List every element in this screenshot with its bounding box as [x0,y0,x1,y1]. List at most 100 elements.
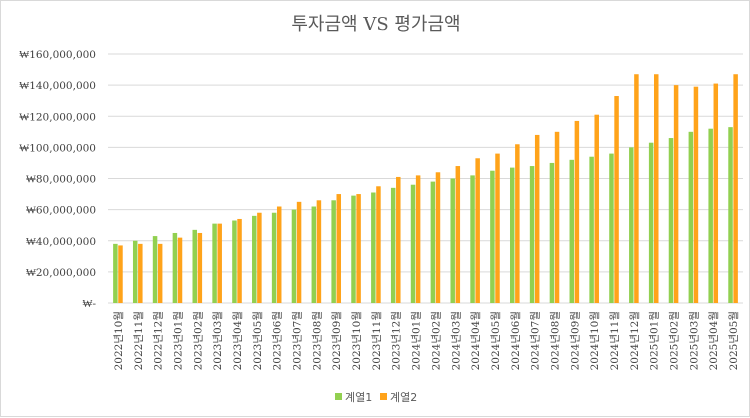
gridlines [108,53,743,304]
bar-series-2 [534,134,540,303]
bar-series-2 [157,243,163,303]
x-tick-label: 2024년02월 [430,311,442,370]
y-tick-label: ₩40,000,000 [26,236,96,248]
legend-swatch-series-1 [335,393,342,400]
bar-series-1 [688,131,694,303]
x-tick-label: 2022년12월 [153,311,165,370]
x-tick-label: 2024년09월 [569,311,581,370]
bar-series-2 [197,232,203,303]
bar-series-2 [594,114,599,303]
bar-series-1 [728,127,733,303]
y-tick-label: ₩20,000,000 [26,267,96,279]
chart-title: 투자금액 VS 평가금액 [291,14,460,35]
bar-series-2 [654,74,659,303]
bar-series-1 [609,153,614,303]
x-tick-label: 2023년05월 [252,311,264,370]
x-tick-label: 2023년02월 [192,311,204,370]
bar-series-1 [708,128,713,303]
legend-label-series-2: 계열2 [390,391,417,404]
bar-series-2 [455,166,461,303]
bar-series-2 [217,223,222,303]
bar-series-1 [569,159,575,303]
bar-series-1 [371,192,376,303]
bar-series-1 [271,212,277,303]
bar-series-2 [475,158,480,303]
y-tick-label: ₩120,000,000 [19,111,96,123]
bar-series-2 [554,131,560,303]
bar-series-2 [177,237,183,303]
bar-series-1 [490,170,495,303]
x-tick-label: 2023년11월 [371,311,383,370]
bar-series-1 [212,223,217,303]
bar-series-1 [232,220,237,303]
bar-series-2 [415,175,421,303]
bar-series-2 [118,245,123,303]
bar-series-1 [192,229,197,303]
x-tick-label: 2024년03월 [450,311,462,370]
bar-series-1 [291,209,297,303]
x-tick-label: 2023년12월 [391,311,403,370]
bar-series-2 [435,172,441,303]
bar-series-2 [614,96,619,303]
bar-series-1 [390,187,396,303]
x-tick-label: 2023년08월 [311,311,323,370]
x-tick-label: 2024년05월 [490,311,502,370]
bar-series-2 [673,85,679,303]
x-tick-label: 2025년02월 [669,311,681,370]
bars [113,74,738,304]
x-tick-label: 2024년08월 [549,311,561,370]
x-tick-label: 2023년03월 [212,311,224,370]
bar-series-1 [549,162,555,303]
bar-series-2 [356,194,361,303]
bar-series-2 [237,218,242,303]
bar-series-2 [296,201,302,303]
y-axis-ticks: ₩- ₩20,000,000 ₩40,000,000 ₩60,000,000 ₩80,0… [19,49,96,310]
x-tick-label: 2022년10월 [113,311,125,370]
bar-series-1 [351,195,356,303]
x-tick-label: 2024년07월 [530,311,542,370]
bar-series-2 [257,212,262,303]
y-tick-label: ₩80,000,000 [26,174,96,186]
x-tick-label: 2024년11월 [609,311,621,370]
x-tick-label: 2025년03월 [688,311,700,370]
bar-series-2 [336,194,342,303]
y-tick-label: ₩60,000,000 [26,205,96,217]
x-tick-label: 2023년04월 [232,311,244,370]
bar-series-1 [410,184,416,303]
bar-series-2 [138,243,143,303]
bar-series-2 [376,186,381,303]
bar-series-2 [276,206,282,303]
x-tick-label: 2025년04월 [708,311,720,370]
y-tick-label: ₩160,000,000 [19,49,96,61]
y-tick-label: ₩100,000,000 [19,142,96,154]
bar-series-1 [430,181,436,303]
bar-series-1 [113,243,118,303]
bar-series-1 [509,167,515,303]
bar-series-1 [172,232,178,303]
bar-series-1 [252,215,257,303]
bar-series-2 [495,153,500,303]
y-tick-label: ₩140,000,000 [19,80,96,92]
bar-series-2 [574,120,580,303]
bar-series-1 [529,166,535,303]
legend-label-series-1: 계열1 [345,391,372,404]
bar-series-2 [316,200,322,303]
x-tick-label: 2023년06월 [272,311,284,370]
bar-series-1 [132,240,138,303]
x-tick-label: 2024년10월 [589,311,601,370]
x-tick-label: 2023년01월 [172,311,184,370]
bar-series-2 [515,144,520,303]
bar-series-1 [152,236,158,303]
legend: 계열1 계열2 [335,391,417,404]
x-tick-label: 2024년01월 [411,311,423,370]
x-tick-label: 2024년06월 [510,311,522,370]
legend-swatch-series-2 [380,393,387,400]
x-tick-label: 2022년11월 [133,311,145,370]
bar-series-1 [589,156,594,303]
x-tick-label: 2023년07월 [292,311,304,370]
x-tick-label: 2024년12월 [629,311,641,370]
bar-series-2 [713,83,719,303]
x-tick-label: 2023년09월 [331,311,343,370]
